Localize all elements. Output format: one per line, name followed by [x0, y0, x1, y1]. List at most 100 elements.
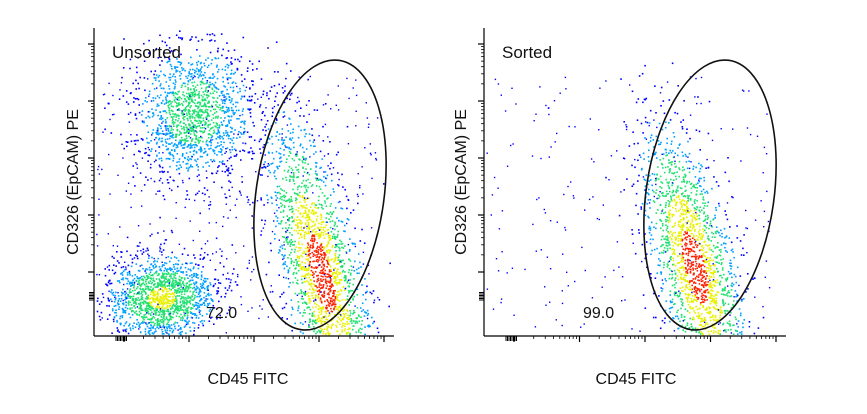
density-dot — [120, 297, 123, 300]
density-dot — [640, 208, 643, 210]
density-dot — [132, 298, 134, 300]
density-dot — [240, 98, 242, 100]
density-dot — [201, 66, 203, 68]
density-dot — [130, 282, 132, 285]
density-dot — [349, 290, 351, 293]
density-dot — [176, 98, 179, 101]
density-dot — [253, 268, 255, 271]
density-dot — [170, 136, 173, 138]
density-dot — [293, 261, 295, 264]
density-dot — [222, 146, 224, 148]
density-dot — [263, 204, 265, 206]
density-dot — [200, 135, 202, 138]
density-dot — [146, 312, 148, 314]
density-dot — [206, 115, 209, 117]
density-dot — [215, 91, 218, 93]
density-dot — [303, 281, 305, 283]
density-dot — [312, 243, 314, 245]
density-dot — [292, 128, 294, 131]
density-dot — [296, 101, 298, 104]
density-dot — [165, 148, 168, 151]
density-dot — [194, 110, 196, 113]
density-dot — [236, 198, 238, 200]
density-dot — [300, 143, 302, 146]
density-dot — [346, 332, 349, 335]
density-dot — [130, 140, 133, 143]
density-dot — [222, 160, 224, 162]
density-dot — [184, 69, 186, 72]
density-dot — [260, 78, 263, 80]
density-dot — [223, 163, 226, 165]
density-dot — [311, 323, 314, 325]
density-dot — [314, 233, 317, 236]
density-dot — [234, 129, 236, 131]
density-dot — [189, 158, 191, 160]
density-dot — [157, 298, 159, 301]
density-dot — [193, 286, 195, 289]
density-dot — [118, 262, 120, 264]
density-dot — [158, 307, 160, 309]
density-dot — [304, 222, 307, 224]
density-dot — [155, 298, 158, 301]
density-dot — [337, 85, 339, 87]
density-dot — [176, 295, 179, 297]
density-dot — [236, 137, 238, 139]
density-dot — [134, 299, 137, 301]
density-dot — [230, 100, 233, 102]
density-dot — [182, 109, 185, 111]
density-dot — [134, 326, 137, 328]
density-dot — [179, 289, 182, 291]
density-dot — [224, 100, 226, 102]
density-dot — [277, 139, 280, 141]
density-dot — [158, 158, 161, 160]
density-dot — [320, 321, 323, 324]
density-dot — [139, 76, 141, 79]
density-dot — [182, 287, 184, 289]
density-dot — [276, 197, 279, 199]
unsorted-x-ticks — [115, 336, 385, 342]
density-dot — [129, 297, 131, 299]
density-dot — [220, 33, 223, 35]
density-dot — [280, 211, 282, 213]
density-dot — [159, 34, 161, 37]
density-dot — [187, 312, 189, 314]
density-dot — [164, 262, 166, 264]
density-dot — [142, 309, 144, 312]
density-dot — [323, 195, 326, 197]
density-dot — [204, 104, 207, 106]
density-dot — [208, 101, 210, 104]
density-dot — [165, 142, 168, 144]
density-dot — [219, 107, 222, 109]
density-dot — [166, 327, 168, 330]
density-dot — [331, 246, 333, 248]
density-dot — [247, 108, 249, 110]
density-dot — [158, 146, 161, 148]
density-dot — [185, 285, 187, 287]
density-dot — [264, 161, 266, 163]
density-dot — [153, 284, 155, 287]
density-dot — [313, 321, 316, 323]
density-dot — [130, 304, 133, 306]
density-dot — [125, 90, 128, 92]
density-dot — [140, 288, 142, 291]
density-dot — [262, 90, 265, 93]
density-dot — [218, 165, 220, 167]
density-dot — [336, 295, 338, 298]
density-dot — [270, 285, 272, 287]
density-dot — [232, 81, 235, 83]
density-dot — [181, 139, 183, 142]
density-dot — [172, 310, 174, 313]
density-dot — [209, 259, 211, 261]
density-dot — [295, 153, 297, 155]
density-dot — [308, 232, 310, 235]
density-dot — [190, 146, 192, 148]
density-dot — [262, 227, 265, 229]
density-dot — [195, 276, 198, 278]
density-dot — [324, 202, 327, 204]
density-dot — [285, 179, 288, 181]
density-dot — [315, 322, 318, 324]
density-dot — [247, 310, 249, 312]
density-dot — [283, 154, 285, 156]
density-dot — [216, 64, 218, 67]
density-dot — [132, 325, 134, 327]
